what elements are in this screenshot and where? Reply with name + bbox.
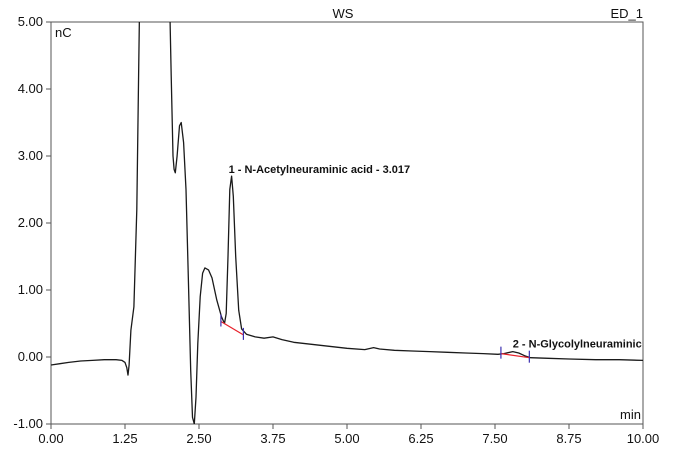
axis-ticks: 0.00 1.25 2.50 3.75 5.00 6.25 7.50 8.75 10.00 -1.…	[13, 14, 659, 446]
x-axis-label: min	[620, 407, 641, 422]
x-tick-label: 8.75	[556, 431, 581, 446]
y-tick-label: 3.00	[18, 148, 43, 163]
x-tick-label: 2.50	[186, 431, 211, 446]
x-tick-label: 1.25	[112, 431, 137, 446]
chromatogram-trace	[51, 22, 643, 424]
x-tick-label: 0.00	[38, 431, 63, 446]
y-tick-label: 4.00	[18, 81, 43, 96]
y-axis-label: nC	[55, 25, 72, 40]
x-tick-label: 6.25	[408, 431, 433, 446]
plot-frame	[50, 21, 644, 425]
peak-baseline	[500, 353, 530, 359]
plot-area: 1 - N-Acetylneuraminic acid - 3.017 2 - N…	[51, 22, 657, 424]
x-tick-label: 3.75	[260, 431, 285, 446]
peak-baseline	[220, 320, 244, 336]
x-tick-label: 5.00	[334, 431, 359, 446]
peak-label: 1 - N-Acetylneuraminic acid - 3.017	[229, 164, 411, 176]
y-tick-label: 5.00	[18, 14, 43, 29]
chart-title: WS	[333, 6, 354, 21]
channel-label: ED_1	[610, 6, 643, 21]
y-tick-label: 0.00	[18, 349, 43, 364]
x-tick-label: 10.00	[627, 431, 660, 446]
y-tick-label: 1.00	[18, 282, 43, 297]
x-tick-label: 7.50	[482, 431, 507, 446]
y-tick-label: 2.00	[18, 215, 43, 230]
y-tick-label: -1.00	[13, 416, 43, 431]
plot-content: 1 - N-Acetylneuraminic acid - 3.017 2 - N…	[51, 22, 657, 424]
peak-label: 2 - N-Glycolylneuraminic ac	[513, 339, 657, 351]
